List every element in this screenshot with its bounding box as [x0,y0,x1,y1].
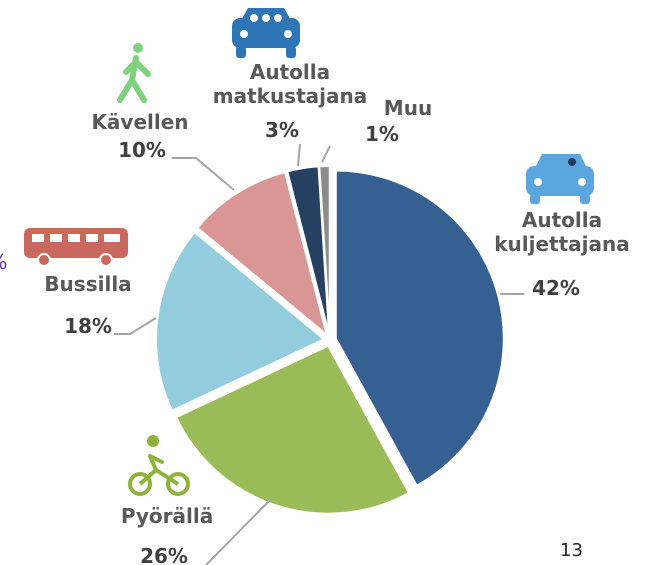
value-label: 3% [265,118,299,142]
leader-line [172,157,235,191]
leader-line [297,143,301,167]
pie-slice [334,169,505,488]
value-label: 26% [140,544,188,565]
category-label: Muu [383,96,433,120]
category-label: Autolla matkustajana [212,60,368,108]
walker-icon [117,43,151,103]
value-label: 1% [365,122,399,146]
pie-slice [155,230,326,413]
leader-line [114,317,157,335]
category-label: Autolla kuljettajana [494,208,630,256]
pie-slice [318,165,331,335]
page-number: 13 [560,540,583,561]
category-label: Kävellen [91,110,189,134]
category-label: Pyörällä [120,504,214,528]
bus-icon [24,228,128,267]
pie-slice [195,170,329,338]
leader-line [205,497,273,565]
pie-slice [174,344,411,515]
category-label: Bussilla [44,272,132,296]
value-label: 18% [64,314,112,338]
car-driver-icon [526,154,594,204]
value-label: 42% [532,276,580,300]
cut-off-text: % [0,250,8,274]
leader-line [321,145,331,163]
value-label: 10% [118,138,166,162]
bike-icon [128,435,190,496]
car-passenger-icon [232,8,300,58]
